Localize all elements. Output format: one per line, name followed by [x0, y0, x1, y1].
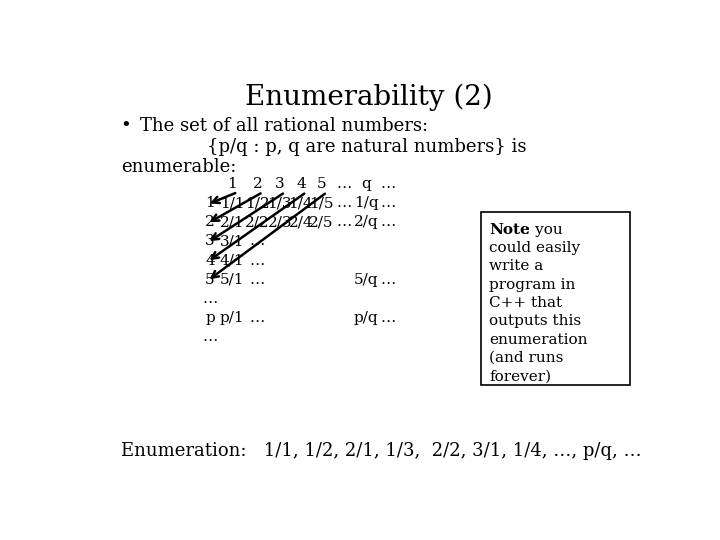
- Text: Enumeration:   1/1, 1/2, 2/1, 1/3,  2/2, 3/1, 1/4, …, p/q, …: Enumeration: 1/1, 1/2, 2/1, 1/3, 2/2, 3/…: [121, 442, 642, 460]
- Text: …: …: [336, 177, 351, 191]
- Text: (and runs: (and runs: [489, 351, 563, 365]
- Text: C++ that: C++ that: [489, 296, 562, 310]
- Text: 2/q: 2/q: [354, 215, 379, 230]
- Text: 2: 2: [205, 215, 215, 230]
- Text: p/q: p/q: [354, 311, 379, 325]
- Text: …: …: [336, 196, 351, 210]
- Text: : you: : you: [526, 223, 563, 237]
- Text: q: q: [361, 177, 371, 191]
- Text: 1/q: 1/q: [354, 196, 379, 210]
- Text: enumeration: enumeration: [489, 333, 588, 347]
- Text: …: …: [250, 273, 265, 287]
- Text: …: …: [250, 234, 265, 248]
- Text: outputs this: outputs this: [489, 314, 581, 328]
- Text: The set of all rational numbers:: The set of all rational numbers:: [140, 117, 428, 135]
- Text: 1/5: 1/5: [310, 196, 334, 210]
- Text: 1: 1: [228, 177, 237, 191]
- Text: …: …: [250, 254, 265, 268]
- Text: forever): forever): [489, 369, 551, 383]
- Text: 4/1: 4/1: [220, 254, 245, 268]
- Text: 3/1: 3/1: [220, 234, 245, 248]
- Text: …: …: [250, 311, 265, 325]
- Text: …: …: [202, 292, 217, 306]
- Text: {p/q : p, q are natural numbers} is: {p/q : p, q are natural numbers} is: [207, 138, 527, 156]
- Text: write a: write a: [489, 259, 543, 273]
- Text: •: •: [121, 117, 132, 135]
- Text: 1/1: 1/1: [220, 196, 245, 210]
- Text: 3: 3: [275, 177, 284, 191]
- Text: 1/4: 1/4: [289, 196, 313, 210]
- Text: 1: 1: [205, 196, 215, 210]
- Text: 3: 3: [205, 234, 215, 248]
- Text: 2: 2: [253, 177, 262, 191]
- Text: 2/1: 2/1: [220, 215, 245, 230]
- Text: …: …: [381, 196, 396, 210]
- Text: …: …: [381, 273, 396, 287]
- Text: Enumerability (2): Enumerability (2): [245, 84, 493, 111]
- Text: 2/5: 2/5: [310, 215, 334, 230]
- Text: 1/3: 1/3: [267, 196, 292, 210]
- Text: 5: 5: [205, 273, 215, 287]
- Text: …: …: [336, 215, 351, 230]
- Text: …: …: [202, 330, 217, 344]
- Text: could easily: could easily: [489, 241, 580, 255]
- Text: enumerable:: enumerable:: [121, 158, 236, 177]
- Text: …: …: [381, 177, 396, 191]
- Text: p: p: [205, 311, 215, 325]
- Text: p/1: p/1: [220, 311, 245, 325]
- Text: 4: 4: [296, 177, 306, 191]
- Text: …: …: [381, 215, 396, 230]
- Text: 2/4: 2/4: [289, 215, 313, 230]
- Bar: [481, 212, 630, 385]
- Text: …: …: [381, 311, 396, 325]
- Text: 2/2: 2/2: [245, 215, 270, 230]
- Text: 2/3: 2/3: [267, 215, 292, 230]
- Text: 4: 4: [205, 254, 215, 268]
- Text: 5: 5: [317, 177, 326, 191]
- Text: 5/q: 5/q: [354, 273, 379, 287]
- Text: 1/2: 1/2: [245, 196, 270, 210]
- Text: Note: Note: [489, 223, 530, 237]
- Text: 5/1: 5/1: [220, 273, 245, 287]
- Text: program in: program in: [489, 278, 575, 292]
